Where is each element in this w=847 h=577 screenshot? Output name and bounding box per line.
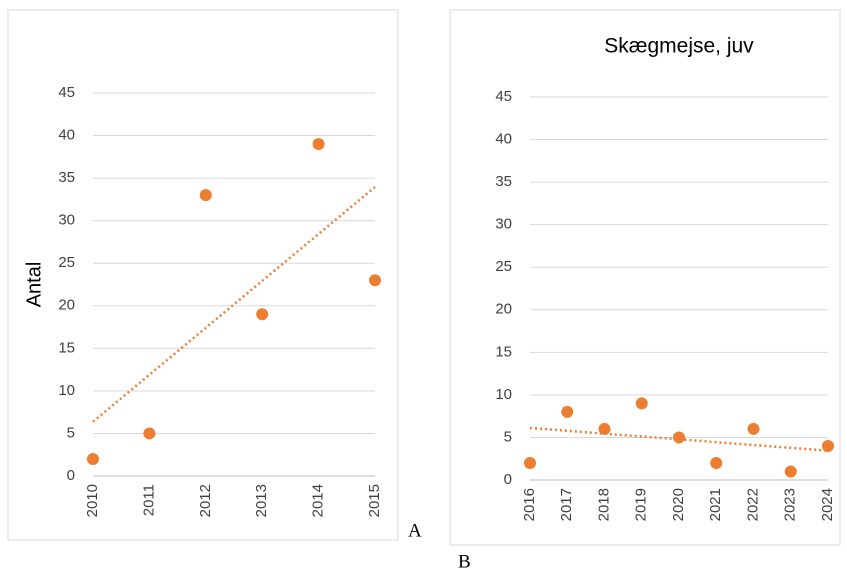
point: [143, 427, 156, 440]
y-tick-label: 25: [495, 258, 512, 275]
point: [635, 397, 648, 410]
x-tick-label: 2022: [744, 488, 761, 521]
x-tick-label: 2017: [558, 488, 575, 521]
x-tick-label: 2020: [670, 488, 687, 521]
x-tick-label: 2011: [140, 484, 157, 516]
panel-label: B: [458, 551, 471, 572]
x-tick-label: 2018: [595, 488, 612, 521]
y-tick-label: 10: [58, 382, 75, 399]
y-tick-label: 40: [495, 131, 512, 148]
point: [561, 405, 574, 418]
x-tick-label: 2013: [253, 484, 270, 517]
y-tick-label: 35: [58, 169, 75, 186]
point: [747, 422, 760, 435]
y-tick-label: 45: [58, 84, 75, 101]
y-tick-label: 0: [67, 467, 75, 484]
y-tick-label: 15: [495, 343, 512, 360]
chart-frame: [449, 9, 841, 546]
x-tick-label: 2016: [521, 488, 538, 521]
panel-label: A: [408, 520, 422, 541]
x-tick-label: 2023: [782, 488, 799, 521]
y-tick-label: 30: [495, 216, 512, 233]
y-tick-label: 30: [58, 212, 75, 229]
y-tick-label: 20: [495, 301, 512, 318]
chart-frame: [7, 9, 399, 541]
y-tick-label: 5: [504, 428, 512, 445]
y-tick-label: 25: [58, 254, 75, 271]
point: [524, 456, 536, 469]
y-tick-label: 10: [495, 386, 512, 403]
y-tick-label: 5: [67, 424, 75, 441]
y-tick-label: 20: [58, 297, 75, 314]
x-tick-label: 2015: [366, 484, 383, 517]
point: [598, 422, 611, 435]
x-tick-label: 2024: [819, 488, 836, 521]
y-tick-label: 35: [495, 173, 512, 190]
trendline: [92, 186, 376, 423]
point: [256, 308, 269, 321]
point: [784, 465, 797, 478]
x-tick-label: 2021: [707, 488, 724, 521]
point: [312, 138, 325, 151]
y-tick-label: 40: [58, 127, 75, 144]
point: [199, 189, 212, 202]
point: [710, 456, 723, 469]
y-tick-label: 0: [504, 471, 512, 488]
chart-title: Skægmejse, juv: [604, 35, 754, 58]
y-axis-label: Antal: [23, 262, 45, 308]
x-tick-label: 2010: [84, 484, 101, 517]
y-tick-label: 45: [495, 88, 512, 105]
point: [822, 439, 834, 452]
point: [87, 452, 99, 465]
x-tick-label: 2014: [310, 484, 327, 517]
point: [673, 431, 685, 444]
x-tick-label: 2012: [197, 484, 214, 517]
point: [369, 274, 381, 287]
x-tick-label: 2019: [633, 488, 650, 521]
y-tick-label: 15: [58, 339, 75, 356]
